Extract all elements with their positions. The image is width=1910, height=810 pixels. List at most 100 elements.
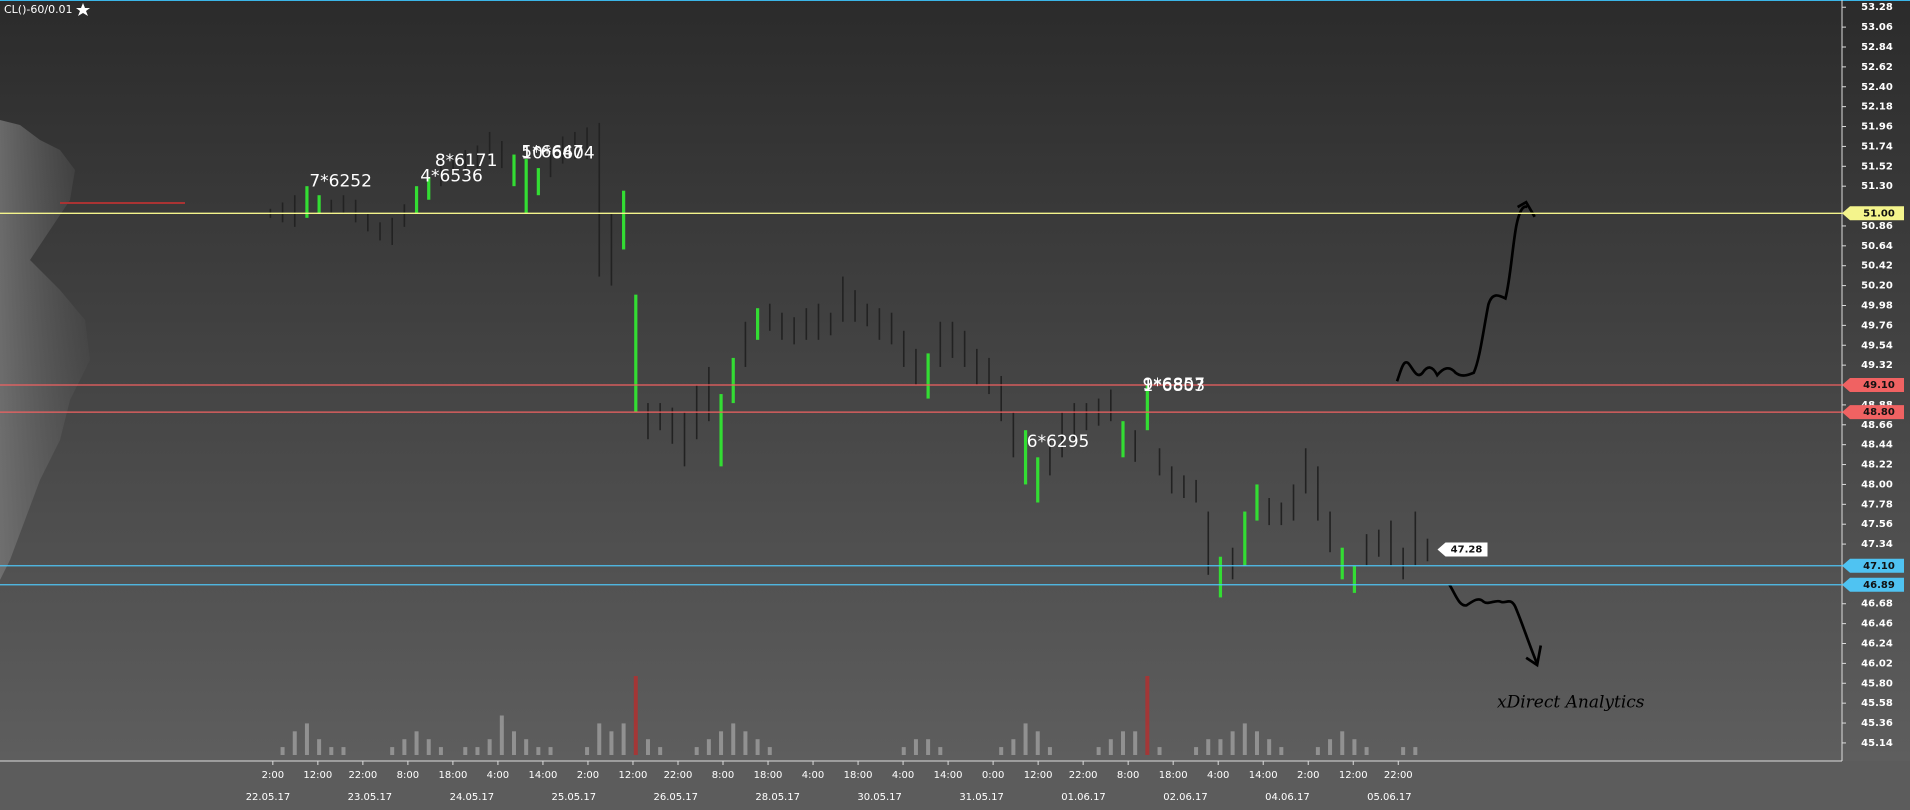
price-bar xyxy=(671,407,674,444)
level-tag xyxy=(1842,405,1904,420)
price-bar xyxy=(1049,439,1051,476)
price-bar xyxy=(719,394,723,467)
price-bar xyxy=(293,195,296,227)
y-tick-label: 49.98 xyxy=(1861,300,1893,311)
x-tick-label: 18:00 xyxy=(438,770,467,781)
price-bar xyxy=(342,195,345,214)
volume-bar xyxy=(938,747,943,755)
price-bar xyxy=(755,308,760,340)
x-tick-label: 2:00 xyxy=(262,770,284,781)
x-date-label: 26.05.17 xyxy=(653,792,698,803)
price-bar xyxy=(1012,412,1015,458)
price-bar xyxy=(512,154,516,187)
trade-annotation: 8*6171 xyxy=(435,151,498,171)
volume-bar xyxy=(1340,731,1345,755)
x-tick-label: 8:00 xyxy=(397,770,419,781)
y-tick-label: 46.02 xyxy=(1861,658,1893,669)
price-bar xyxy=(305,186,309,218)
trade-annotation: 4*6536 xyxy=(420,167,483,187)
price-bar xyxy=(622,190,626,250)
y-tick-label: 50.42 xyxy=(1861,261,1893,272)
x-tick-label: 18:00 xyxy=(1159,770,1188,781)
price-bar xyxy=(1268,497,1270,526)
price-bar xyxy=(1340,547,1344,580)
price-bar xyxy=(1414,511,1417,566)
volume-bar xyxy=(1242,723,1247,755)
x-tick-label: 14:00 xyxy=(529,770,558,781)
price-bar xyxy=(476,145,479,169)
y-tick-label: 45.36 xyxy=(1861,718,1893,729)
price-bar xyxy=(598,122,601,277)
volume-bar xyxy=(1194,747,1199,755)
price-bar xyxy=(902,330,905,367)
price-bar xyxy=(1377,529,1380,557)
price-bar xyxy=(1280,502,1283,526)
volume-bar xyxy=(1267,739,1272,755)
favorite-star[interactable] xyxy=(76,3,90,16)
trade-annotation: 5*6647 xyxy=(521,142,584,162)
y-tick-label: 53.06 xyxy=(1861,22,1893,33)
y-tick-label: 49.76 xyxy=(1861,320,1893,331)
price-bar xyxy=(1304,448,1307,494)
price-bar xyxy=(634,294,638,413)
price-bar xyxy=(574,131,576,160)
price-bar xyxy=(647,403,649,440)
y-tick-label: 50.20 xyxy=(1861,281,1893,292)
volume-bar xyxy=(1120,731,1125,755)
y-tick-label: 47.78 xyxy=(1861,499,1893,510)
y-tick-label: 52.18 xyxy=(1861,102,1893,113)
x-tick-label: 8:00 xyxy=(1117,770,1139,781)
y-tick-label: 48.00 xyxy=(1861,479,1893,490)
x-tick-label: 2:00 xyxy=(577,770,599,781)
price-bar xyxy=(1183,475,1185,498)
x-date-label: 24.05.17 xyxy=(450,792,495,803)
up-arrow xyxy=(1395,205,1528,382)
level-label: 48.80 xyxy=(1863,407,1895,418)
volume-bar xyxy=(1413,747,1418,755)
price-bar xyxy=(988,357,990,395)
y-tick-label: 51.96 xyxy=(1861,122,1893,133)
price-bar xyxy=(414,186,419,214)
price-bar xyxy=(1329,511,1331,553)
price-bar xyxy=(976,348,978,386)
price-bar xyxy=(440,159,442,187)
volume-bar xyxy=(585,747,590,755)
price-bar xyxy=(842,276,844,322)
price-bar xyxy=(403,204,406,227)
price-bar xyxy=(524,159,528,214)
volume-bar xyxy=(1047,747,1052,755)
volume-bar xyxy=(597,723,602,755)
price-bar xyxy=(452,154,454,173)
watermark: xDirect Analytics xyxy=(1497,693,1645,713)
level-tag xyxy=(1842,378,1904,393)
price-bar xyxy=(781,312,783,340)
price-bar xyxy=(391,217,393,245)
volume-bar xyxy=(743,731,748,755)
price-bar xyxy=(1000,375,1002,422)
y-tick-label: 48.66 xyxy=(1861,420,1893,431)
volume-bar xyxy=(292,731,297,755)
price-bar xyxy=(1426,538,1429,562)
volume-bar xyxy=(499,715,504,755)
x-date-label: 31.05.17 xyxy=(959,792,1004,803)
x-tick-label: 2:00 xyxy=(1297,770,1319,781)
x-date-label: 01.06.17 xyxy=(1061,792,1106,803)
volume-bar xyxy=(658,747,663,755)
volume-bar xyxy=(1230,731,1235,755)
volume-bar xyxy=(706,739,711,755)
y-tick-label: 47.56 xyxy=(1861,519,1893,530)
price-bar xyxy=(1121,421,1125,458)
x-date-label: 30.05.17 xyxy=(857,792,902,803)
marks xyxy=(269,122,1429,755)
volume-bar xyxy=(1023,723,1028,755)
y-tick-label: 50.64 xyxy=(1861,241,1893,252)
price-bar xyxy=(1390,520,1392,566)
y-tick-label: 52.62 xyxy=(1861,62,1893,73)
volume-bar xyxy=(402,739,407,755)
price-bar xyxy=(1145,385,1149,431)
price-bar xyxy=(379,222,381,241)
volume-bar xyxy=(536,747,541,755)
x-date-label: 23.05.17 xyxy=(348,792,393,803)
level-label: 47.10 xyxy=(1863,561,1895,572)
volume-bar xyxy=(1157,747,1162,755)
